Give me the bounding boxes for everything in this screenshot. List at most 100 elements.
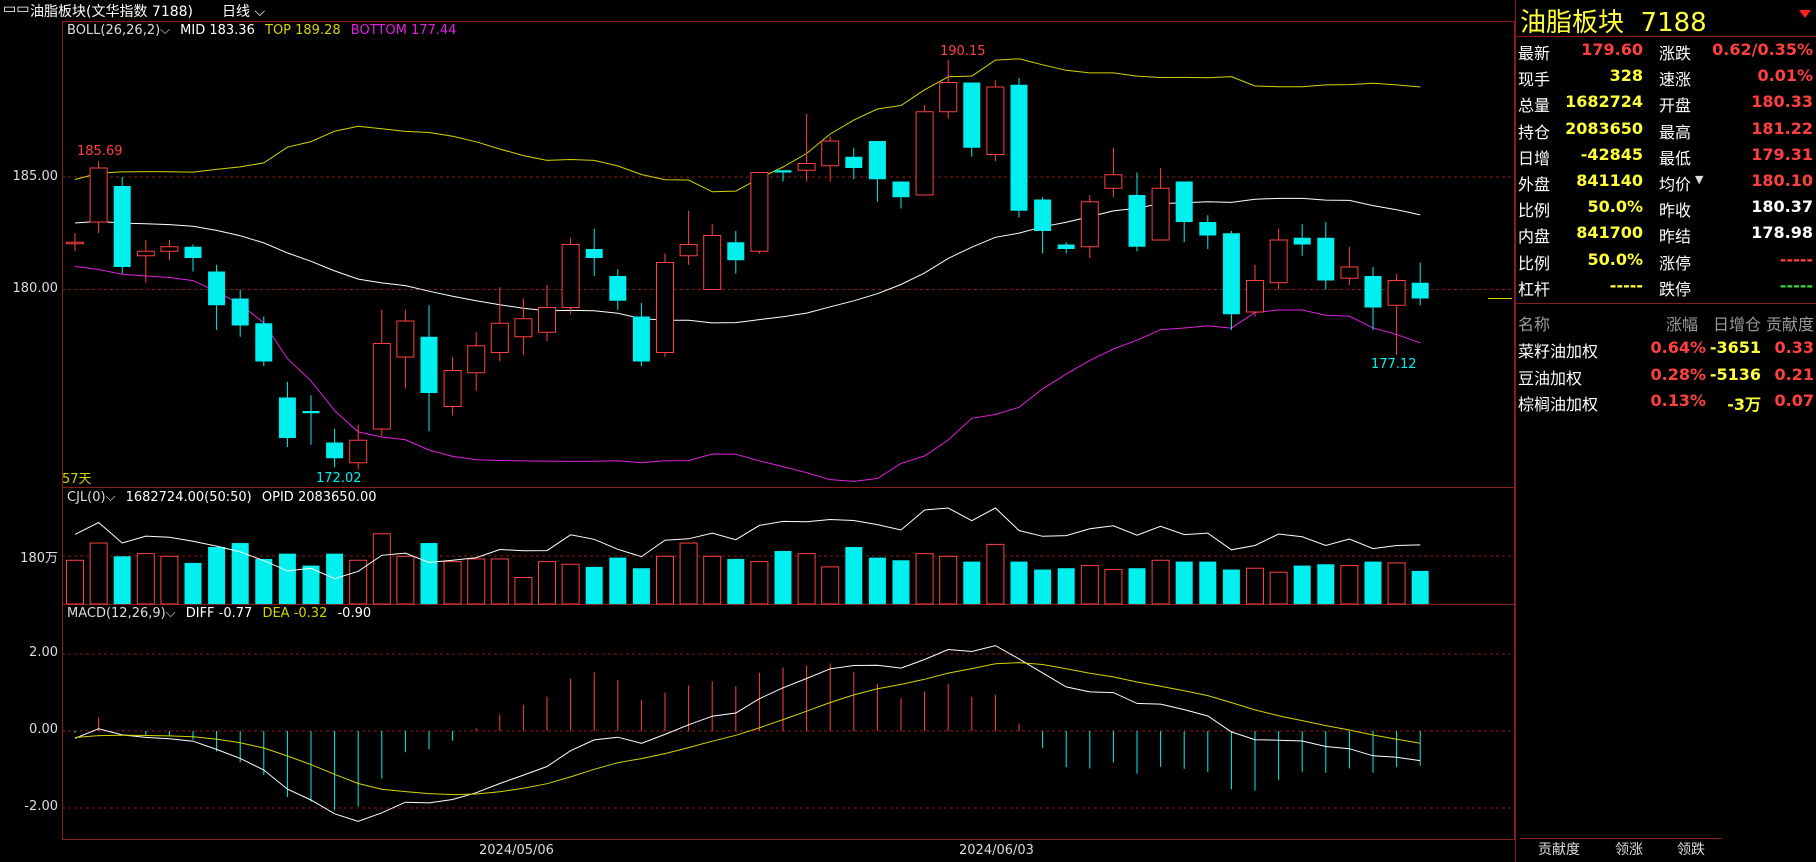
quote-value: 328 (1609, 66, 1643, 86)
quote-row: 跌停 ----- (1659, 276, 1813, 302)
component-oi-change: -3651 (1709, 338, 1761, 357)
component-name[interactable]: 棕榈油加权 (1518, 395, 1599, 414)
candle-body (915, 111, 934, 196)
quote-value: 179.31 (1751, 144, 1813, 164)
quote-row: 最低 179.31 (1659, 145, 1813, 171)
pane-divider (62, 604, 1515, 605)
candle (656, 253, 674, 357)
component-name[interactable]: 豆油加权 (1518, 368, 1583, 388)
candle (750, 172, 769, 254)
volume-bar (302, 565, 320, 604)
volume-bar (490, 558, 509, 605)
volume-bar (1034, 569, 1052, 604)
quote-value: -42845 (1580, 144, 1643, 164)
volume-bar (1364, 561, 1382, 604)
volume-bar (467, 558, 486, 605)
recent-low-annotation: 177.12 (1371, 357, 1417, 372)
candle-body (939, 82, 958, 113)
quote-row: 内盘 841700 (1518, 223, 1643, 249)
candle (609, 269, 627, 310)
tab-contribution[interactable]: 贡献度 (1520, 838, 1598, 862)
quote-value: 2083650 (1565, 118, 1643, 138)
volume-bar (278, 553, 296, 604)
tab-leading-up[interactable]: 领涨 (1598, 838, 1660, 862)
period-selector[interactable]: 日线 ⌵ (222, 1, 265, 21)
volume-indicator-label[interactable]: CJL(0) (67, 490, 106, 505)
quote-row: 日增 -42845 (1518, 145, 1643, 171)
col-header-contrib[interactable]: 贡献度 (1765, 315, 1814, 334)
dea-value: DEA -0.32 (262, 606, 328, 621)
candle-body (1364, 276, 1382, 308)
quote-key: 比例 (1518, 253, 1551, 273)
volume-bar (1317, 564, 1335, 604)
volume-bar (1199, 561, 1217, 604)
avg-price-dropdown-icon[interactable]: ▼ (1695, 173, 1704, 186)
chevron-down-icon[interactable]: ⌵ (105, 490, 116, 505)
candle (679, 210, 698, 265)
macd-y-tick: -2.00 (24, 799, 58, 814)
candle-body (255, 323, 273, 362)
quote-value: 50.0% (1587, 197, 1643, 217)
candle (821, 136, 840, 182)
volume-bar (585, 566, 603, 604)
boll-mid-value: MID 183.36 (180, 23, 255, 38)
quote-key: 持仓 (1518, 122, 1551, 142)
quote-key: 日增 (1518, 148, 1551, 168)
quote-row: 持仓 2083650 (1518, 119, 1643, 145)
candle-body (1340, 266, 1359, 279)
volume-bar (1175, 561, 1193, 604)
candle (1034, 197, 1052, 254)
candle-body (727, 242, 745, 261)
volume-bar (727, 558, 745, 604)
panel-toggle-icon[interactable] (1799, 10, 1811, 18)
candle-body (609, 276, 627, 301)
candle-body (1246, 280, 1264, 313)
col-header-change[interactable]: 涨幅 (1666, 315, 1699, 334)
quote-key: 外盘 (1518, 175, 1551, 194)
candle (396, 309, 415, 389)
boll-bottom-line (74, 265, 1421, 482)
candle (774, 170, 792, 182)
candle (136, 240, 155, 283)
volume-bar (1222, 569, 1240, 604)
candle (255, 316, 273, 366)
volume-bar (750, 561, 769, 605)
quote-key: 最低 (1659, 148, 1692, 168)
volume-bar (1293, 565, 1311, 604)
volume-bar (396, 555, 415, 605)
candle (208, 264, 226, 330)
candle-body (632, 316, 650, 362)
boll-mid-line (74, 197, 1421, 324)
volume-bar (1411, 570, 1429, 604)
kline-chart[interactable] (0, 0, 1515, 862)
macd-indicator-label[interactable]: MACD(12,26,9) (67, 606, 166, 621)
component-name[interactable]: 菜籽油加权 (1518, 342, 1599, 361)
quote-value: 0.62/0.35% (1712, 40, 1813, 59)
instrument-title[interactable]: 油脂板块(文华指数 7188) (30, 4, 194, 20)
tab-leading-down[interactable]: 领跌 (1660, 838, 1722, 862)
chevron-down-icon[interactable]: ⌵ (165, 606, 176, 621)
col-header-oi[interactable]: 日增仓 (1712, 315, 1761, 334)
candle-body (1057, 244, 1075, 249)
boll-indicator-label[interactable]: BOLL(26,26,2) (67, 23, 161, 38)
divider (1516, 303, 1816, 304)
diff-line (74, 645, 1421, 822)
volume-bar (514, 577, 533, 605)
candle (1364, 267, 1382, 330)
candle-body (113, 186, 131, 267)
volume-bar (1246, 567, 1264, 605)
col-header-name[interactable]: 名称 (1518, 315, 1551, 334)
volume-bar (963, 561, 981, 604)
volume-bar (1080, 565, 1099, 605)
chevron-down-icon[interactable]: ⌵ (160, 23, 171, 38)
component-oi-change: -3万 (1727, 395, 1761, 414)
top-bar: ▭▭ 油脂板块(文华指数 7188) 日线 ⌵ (0, 0, 1510, 21)
macd-legend: MACD(12,26,9)⌵ DIFF -0.77 DEA -0.32 -0.9… (67, 606, 371, 621)
candle (1317, 222, 1335, 290)
volume-bar (113, 556, 131, 604)
component-contribution: 0.07 (1774, 391, 1814, 410)
layout-icon[interactable]: ▭▭ (3, 1, 30, 17)
candle (1340, 246, 1359, 285)
quote-key: 涨跌 (1659, 44, 1692, 63)
candle-body (1222, 233, 1240, 315)
